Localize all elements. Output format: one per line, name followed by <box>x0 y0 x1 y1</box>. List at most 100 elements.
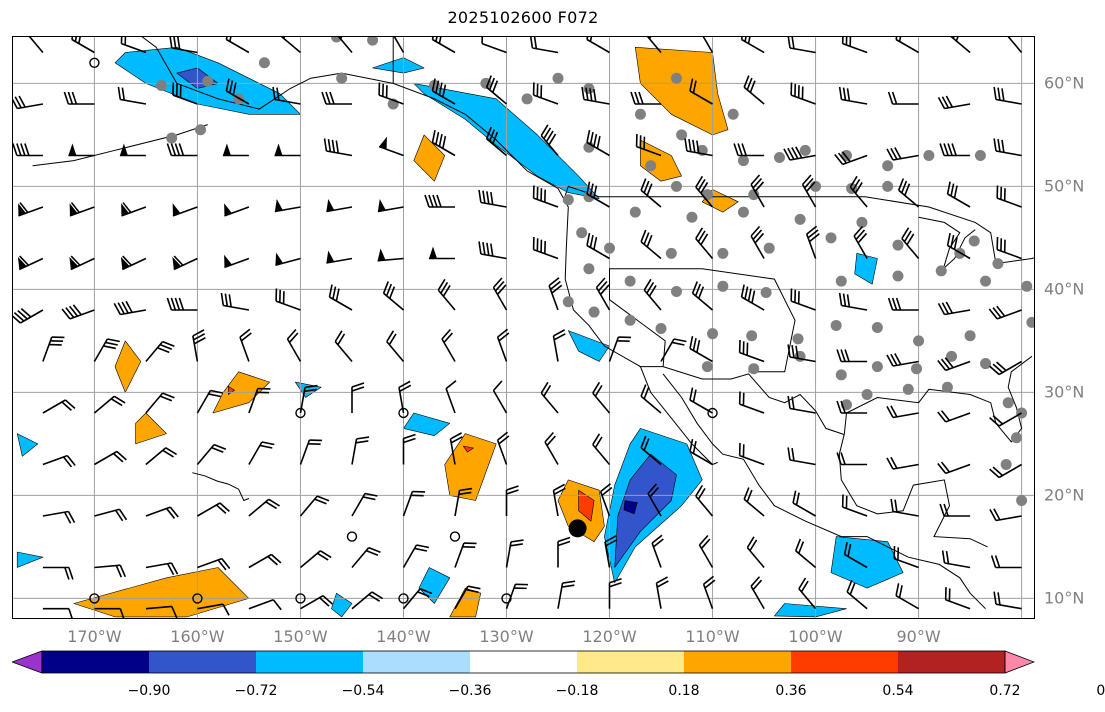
wind-barb <box>172 255 198 271</box>
wind-barb <box>552 483 566 517</box>
wind-barb <box>787 395 816 414</box>
wind-barb <box>225 36 250 54</box>
wind-barb <box>386 330 405 363</box>
wind-barb <box>61 304 95 320</box>
colorbar-segment <box>791 651 899 673</box>
storm-center-marker <box>568 519 587 538</box>
shaded-region <box>462 445 474 453</box>
wind-barb <box>836 452 868 466</box>
lon-label: 100°W <box>788 627 843 646</box>
station-dot <box>799 144 811 156</box>
map-frame <box>12 36 1035 619</box>
wind-barb <box>684 138 713 157</box>
station-dot <box>748 363 760 375</box>
wind-barb <box>544 431 559 465</box>
wind-barb <box>939 143 971 157</box>
wind-barb <box>886 147 919 161</box>
wind-barb <box>586 36 610 54</box>
colorbar-tick-label: −0.90 <box>127 683 171 699</box>
wind-barb <box>12 143 43 157</box>
station-dot <box>737 155 749 167</box>
station-dot <box>670 285 682 297</box>
station-dot <box>521 93 533 105</box>
wind-barb <box>1004 36 1023 54</box>
wind-barb <box>946 181 971 208</box>
map-title: 2025102600 F072 <box>447 8 599 27</box>
wind-barb <box>836 400 868 414</box>
wind-barb <box>944 587 971 610</box>
wind-barb <box>790 82 816 105</box>
wind-barb <box>378 82 404 105</box>
wind-barb <box>274 143 301 157</box>
wind-barb <box>485 126 508 157</box>
wind-barb <box>445 380 457 414</box>
wind-barb <box>377 199 404 213</box>
wind-barb <box>225 78 250 105</box>
wind-barb <box>993 86 1022 105</box>
station-dot <box>1000 458 1012 470</box>
wind-barb <box>937 461 971 475</box>
wind-barb <box>640 435 662 466</box>
station-dot <box>946 350 958 362</box>
station-dot <box>562 194 574 206</box>
wind-barb <box>698 36 714 53</box>
wind-barb <box>441 328 456 362</box>
wind-barb <box>323 138 353 157</box>
wind-barb <box>69 202 95 217</box>
wind-barb <box>937 95 971 110</box>
station-dot <box>825 232 837 244</box>
wind-barb <box>529 36 559 54</box>
station-dot <box>717 280 729 292</box>
wind-barb <box>586 129 610 157</box>
wind-barb <box>798 577 817 610</box>
wind-barb <box>18 202 44 217</box>
station-dot <box>923 149 935 161</box>
shaded-region <box>16 433 39 457</box>
wind-barb <box>853 225 868 259</box>
wind-barb <box>145 562 179 576</box>
wind-barb <box>698 534 714 568</box>
wind-barb <box>113 300 147 316</box>
wind-barb <box>42 336 65 362</box>
wind-barb <box>532 82 559 105</box>
wind-barb <box>424 194 455 208</box>
wind-barb <box>937 410 971 423</box>
wind-barb <box>743 487 765 517</box>
coastline <box>609 268 796 373</box>
colorbar-tick-label: 0.72 <box>989 683 1021 699</box>
wind-barb <box>787 447 816 466</box>
wind-barb <box>939 503 971 517</box>
shaded-region <box>568 330 610 362</box>
wind-barb <box>740 36 765 54</box>
station-dot <box>655 323 667 335</box>
station-dot <box>367 36 379 46</box>
station-dot <box>1021 280 1033 292</box>
station-dot <box>980 358 992 370</box>
station-dot <box>604 242 616 254</box>
wind-barb <box>454 542 477 568</box>
wind-barb <box>321 91 352 105</box>
wind-barb <box>351 436 370 465</box>
wind-barb <box>640 229 662 260</box>
colorbar-segment <box>42 651 150 673</box>
wind-barb <box>740 284 765 311</box>
wind-barb <box>595 277 611 311</box>
wind-barb <box>838 86 868 105</box>
wind-barb <box>586 232 610 260</box>
shaded-region <box>135 412 167 445</box>
wind-barb <box>145 447 178 466</box>
wind-barb <box>120 36 147 54</box>
colorbar-segment <box>684 651 792 673</box>
wind-barb <box>224 203 250 217</box>
station-dot <box>968 235 980 247</box>
calm-circle <box>398 407 409 419</box>
station-dot <box>980 275 992 287</box>
wind-barb <box>120 255 147 271</box>
lat-label: 40°N <box>1044 279 1085 299</box>
wind-barb <box>790 288 816 311</box>
station-dot <box>1016 495 1028 507</box>
coastline <box>192 472 250 502</box>
colorbar-segment <box>149 651 257 673</box>
coastline <box>843 355 1033 443</box>
wind-barb <box>996 185 1022 208</box>
